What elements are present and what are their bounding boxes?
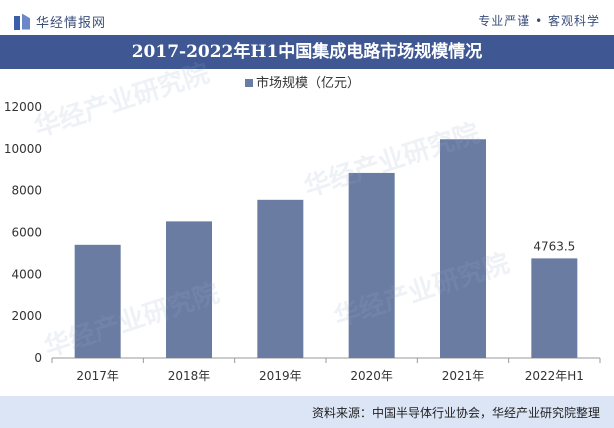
chart-title: 2017-2022年H1中国集成电路市场规模情况 <box>131 42 483 62</box>
logo-icon <box>14 13 30 30</box>
y-tick-label: 8000 <box>11 184 42 198</box>
data-label: 4763.5 <box>533 239 575 253</box>
x-tick-label: 2018年 <box>168 369 211 383</box>
x-tick-label: 2021年 <box>442 369 485 383</box>
bar <box>440 139 486 358</box>
y-tick-label: 6000 <box>11 226 42 240</box>
x-tick-label: 2020年 <box>350 369 393 383</box>
source-note: 资料来源：中国半导体行业协会，华经产业研究院整理 <box>311 406 600 420</box>
x-tick-label: 2019年 <box>259 369 302 383</box>
bar <box>166 221 212 358</box>
top-bar: 华经情报网 专业严谨 • 客观科学 <box>0 0 614 40</box>
legend-label: 市场规模（亿元） <box>256 75 360 91</box>
bar <box>348 172 395 358</box>
bar <box>531 258 578 358</box>
bar-chart: 市场规模（亿元） 0 2000 4000 6000 8000 10000 12000 2017年… <box>4 75 601 383</box>
bar <box>257 199 304 358</box>
brand: 华经情报网 <box>14 12 106 31</box>
y-tick-label: 4000 <box>11 267 42 281</box>
slogan: 专业严谨 • 客观科学 <box>478 14 600 28</box>
brand-name: 华经情报网 <box>36 16 107 31</box>
y-tick-label: 0 <box>34 351 42 365</box>
title-bar: 2017-2022年H1中国集成电路市场规模情况 <box>0 35 614 69</box>
y-tick-label: 10000 <box>4 142 42 156</box>
y-tick-label: 12000 <box>4 100 42 114</box>
y-tick-label: 2000 <box>11 309 42 323</box>
legend-swatch <box>245 79 253 87</box>
bar <box>74 244 121 358</box>
x-tick-label: 2017年 <box>76 369 119 383</box>
x-tick-label: 2022年H1 <box>525 369 584 383</box>
source-bar: 资料来源：中国半导体行业协会，华经产业研究院整理 <box>0 396 614 428</box>
